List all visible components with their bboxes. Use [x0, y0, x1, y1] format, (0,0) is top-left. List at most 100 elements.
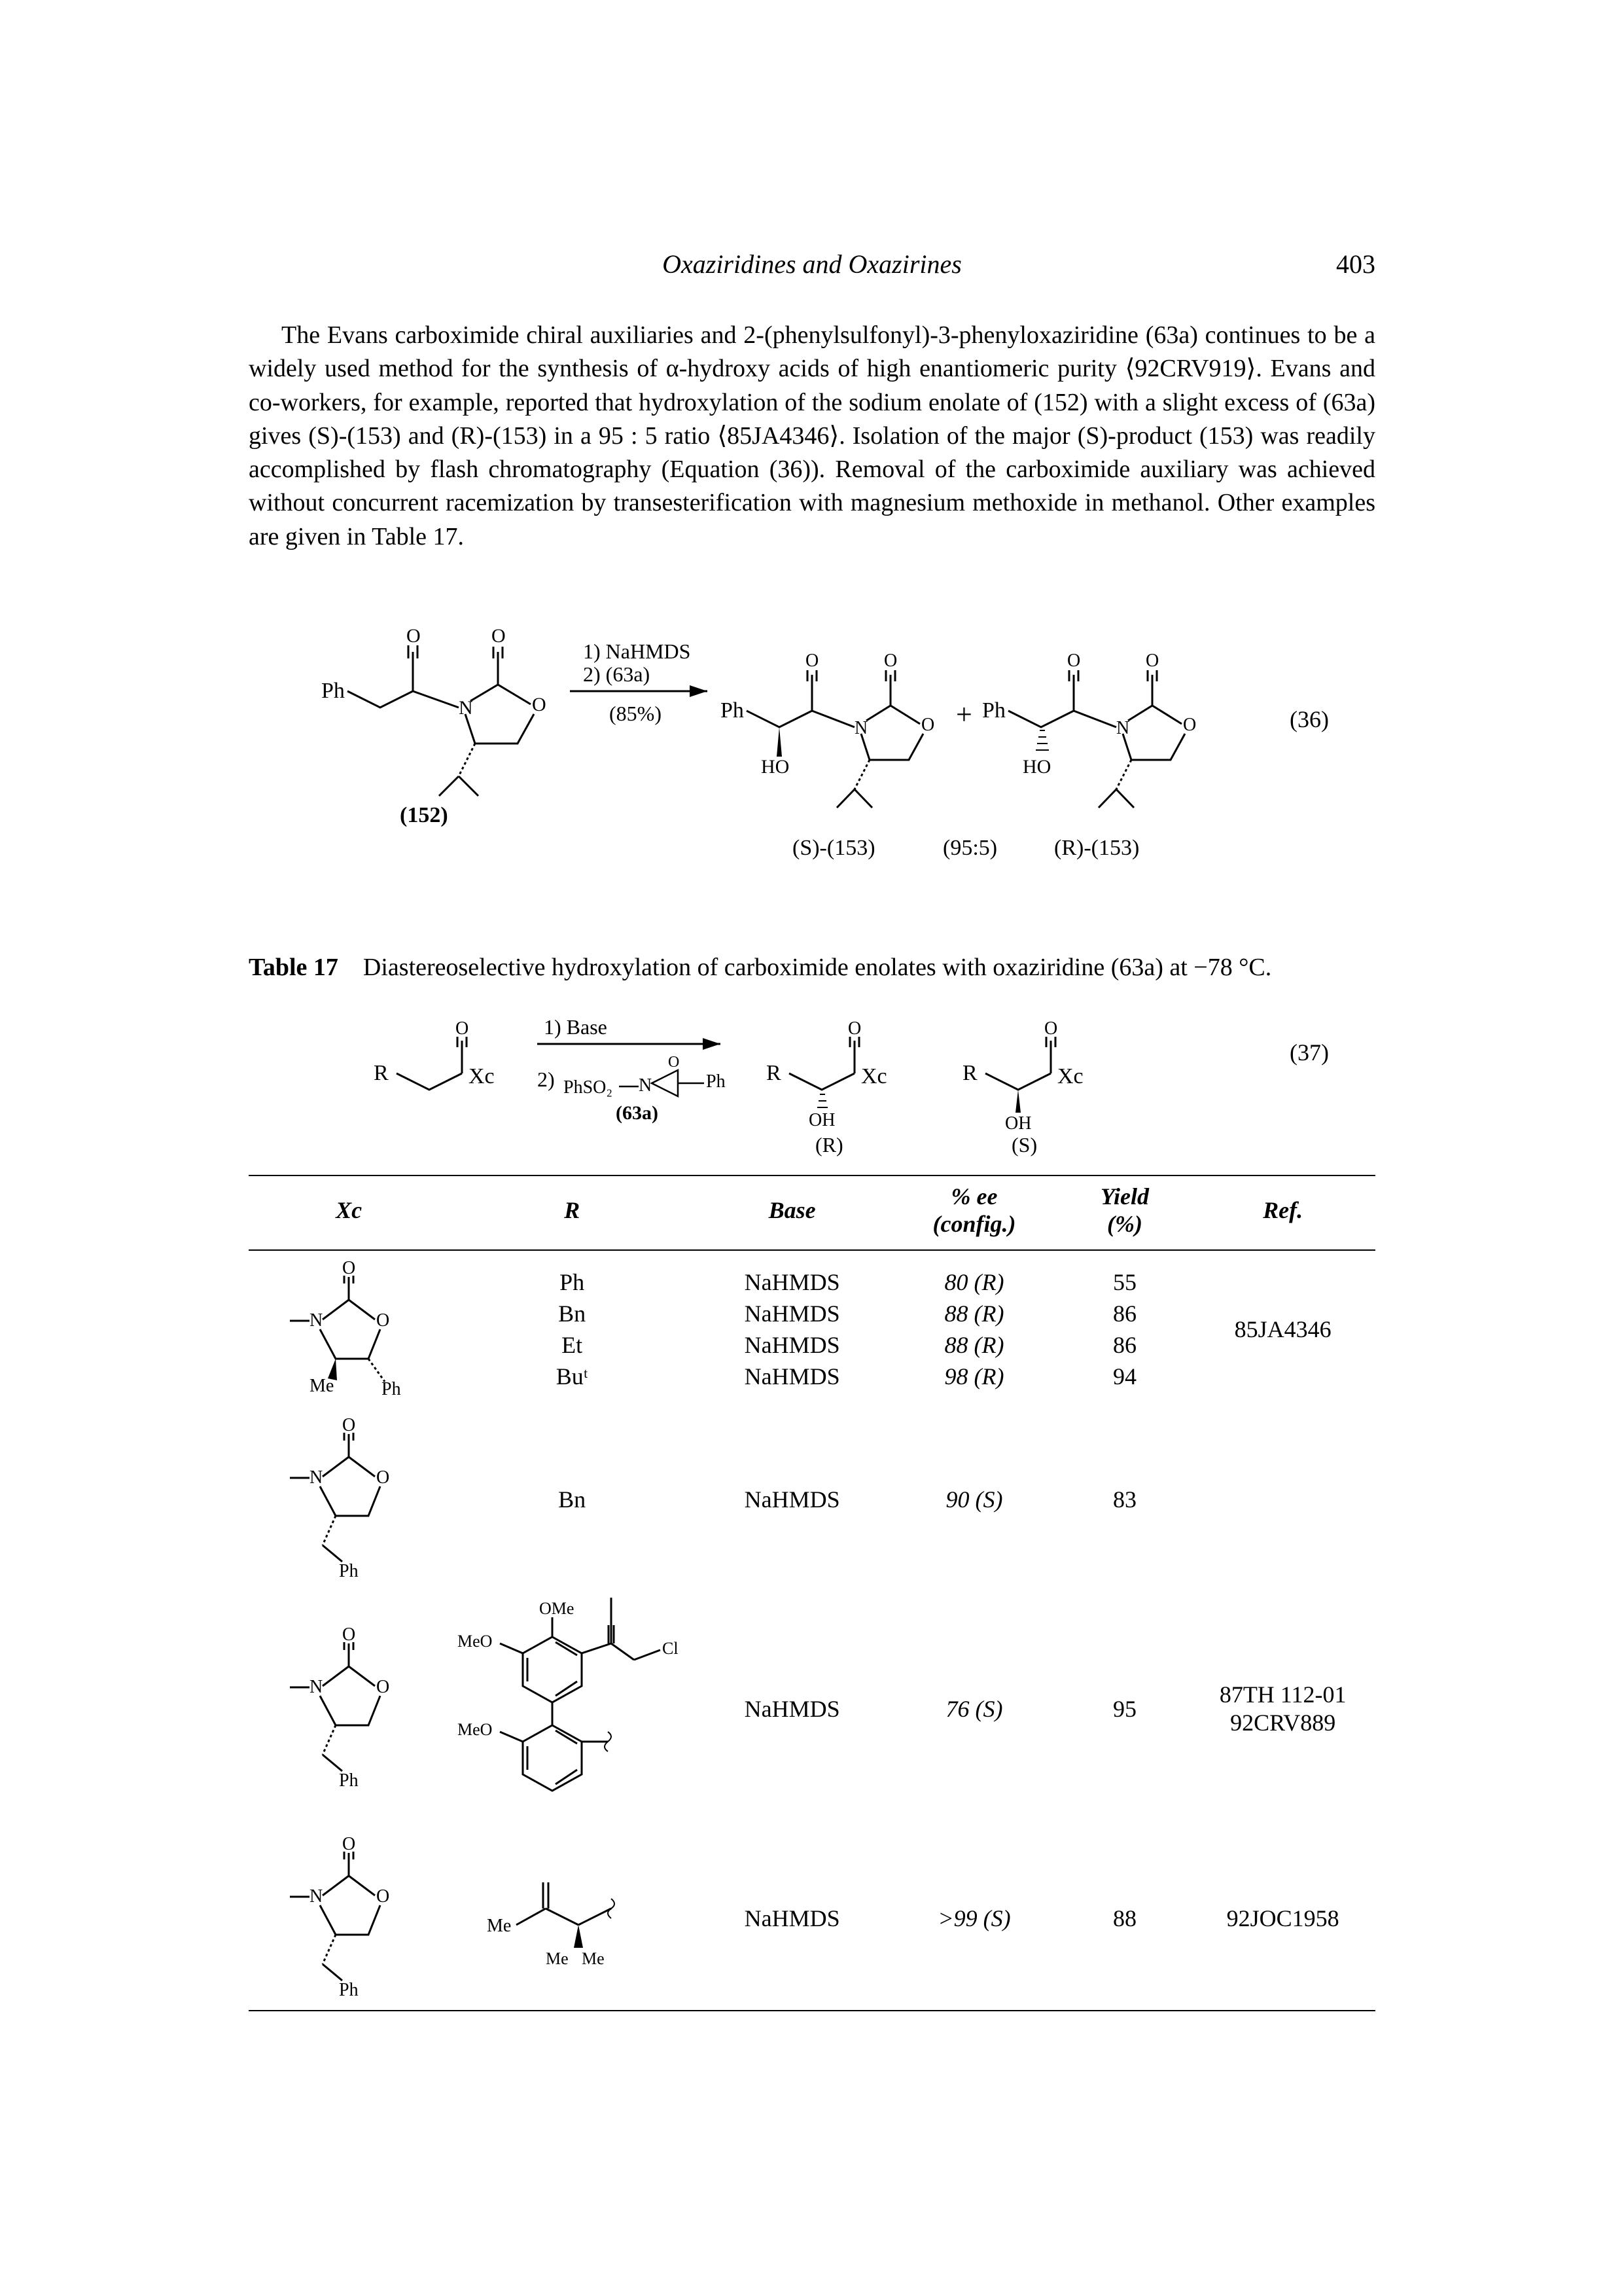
- svg-text:N: N: [309, 1886, 323, 1907]
- svg-text:Ph: Ph: [720, 698, 744, 723]
- ref-value: [1190, 1408, 1375, 1591]
- col-xc: Xc: [249, 1175, 449, 1250]
- r-value: Et: [561, 1331, 582, 1359]
- svg-text:O: O: [884, 651, 897, 671]
- ee-value: 98 (R): [944, 1363, 1004, 1390]
- running-head: Oxaziridines and Oxazirines 403: [249, 249, 1375, 279]
- ee-value: 88 (R): [944, 1331, 1004, 1359]
- ee-value: 88 (R): [944, 1300, 1004, 1327]
- col-ee: % ee (config.): [889, 1175, 1059, 1250]
- svg-text:Ph: Ph: [381, 1379, 401, 1399]
- svg-text:O: O: [921, 715, 934, 735]
- base-value: NaHMDS: [745, 1486, 840, 1513]
- table-row: O N O Ph: [249, 1408, 1375, 1591]
- table-row: O N O Ph: [249, 1827, 1375, 2011]
- svg-text:(95:5): (95:5): [943, 836, 997, 860]
- yield-value: 86: [1113, 1300, 1137, 1327]
- svg-text:Me: Me: [582, 1949, 605, 1968]
- svg-text:PhSO₂: PhSO₂: [563, 1077, 612, 1098]
- yield-value: 55: [1113, 1268, 1137, 1296]
- yield-value: 95: [1113, 1696, 1137, 1722]
- svg-text:O: O: [455, 1018, 468, 1039]
- base-value: NaHMDS: [745, 1331, 840, 1359]
- equation-37-svg: R O Xc 1) Base 2) PhSO₂ N O: [289, 995, 1335, 1158]
- svg-text:N: N: [309, 1310, 323, 1331]
- svg-text:N: N: [309, 1677, 323, 1697]
- col-r: R: [449, 1175, 695, 1250]
- svg-text:(37): (37): [1290, 1039, 1329, 1066]
- svg-text:(S): (S): [1012, 1133, 1037, 1157]
- svg-text:(S)-(153): (S)-(153): [792, 836, 875, 860]
- table-caption-text: Diastereoselective hydroxylation of carb…: [363, 954, 1271, 981]
- svg-text:R: R: [962, 1061, 978, 1085]
- svg-text:Xc: Xc: [1057, 1064, 1084, 1088]
- running-title: Oxaziridines and Oxazirines: [327, 249, 1297, 279]
- r-structure-4: Me Me Me: [480, 1859, 663, 1977]
- yield-value: 83: [1113, 1486, 1137, 1513]
- svg-text:1) Base: 1) Base: [544, 1015, 607, 1039]
- svg-text:MeO: MeO: [457, 1720, 492, 1739]
- table-row: O N O Ph: [249, 1591, 1375, 1827]
- svg-text:O: O: [805, 651, 819, 671]
- table-label: Table 17: [249, 954, 338, 981]
- svg-text:Xc: Xc: [468, 1064, 495, 1088]
- svg-text:O: O: [342, 1834, 355, 1854]
- svg-text:O: O: [342, 1258, 355, 1278]
- svg-text:O: O: [342, 1624, 355, 1645]
- svg-text:O: O: [376, 1467, 389, 1488]
- svg-text:+: +: [956, 698, 972, 730]
- svg-text:O: O: [1146, 651, 1159, 671]
- base-value: NaHMDS: [745, 1363, 840, 1390]
- col-yield: Yield (%): [1059, 1175, 1190, 1250]
- svg-text:Xc: Xc: [861, 1064, 887, 1088]
- yield-value: 86: [1113, 1331, 1137, 1359]
- base-value: NaHMDS: [745, 1905, 840, 1931]
- svg-text:O: O: [376, 1886, 389, 1907]
- svg-text:R: R: [766, 1061, 781, 1085]
- svg-text:O: O: [1067, 651, 1080, 671]
- svg-text:O: O: [1183, 715, 1196, 735]
- svg-text:O: O: [406, 625, 421, 647]
- svg-text:Ph: Ph: [706, 1071, 726, 1092]
- body-paragraph: The Evans carboximide chiral auxiliaries…: [249, 319, 1375, 554]
- table-17-caption: Table 17 Diastereoselective hydroxylatio…: [249, 953, 1375, 982]
- svg-text:N: N: [309, 1467, 323, 1488]
- svg-text:HO: HO: [761, 756, 789, 778]
- equation-36-scheme: Ph O N O O (152): [249, 580, 1375, 920]
- ee-value: 80 (R): [944, 1268, 1004, 1296]
- svg-text:(36): (36): [1290, 706, 1329, 732]
- ee-value: 90 (S): [945, 1486, 1002, 1513]
- r-value: Buᵗ: [556, 1363, 588, 1390]
- table-row: O N O Me: [249, 1250, 1375, 1408]
- svg-text:(85%): (85%): [609, 702, 662, 725]
- base-value: NaHMDS: [745, 1300, 840, 1327]
- xc-structure-2b: O N O Ph: [277, 1624, 421, 1794]
- svg-text:2) (63a): 2) (63a): [583, 662, 650, 686]
- svg-text:(152): (152): [400, 803, 448, 827]
- ref-value: 92JOC1958: [1190, 1827, 1375, 2011]
- col-base: Base: [695, 1175, 889, 1250]
- svg-text:O: O: [1044, 1018, 1057, 1039]
- svg-text:(R): (R): [815, 1133, 843, 1157]
- svg-text:Ph: Ph: [339, 1980, 359, 2000]
- svg-text:Me: Me: [546, 1949, 569, 1968]
- col-ref: Ref.: [1190, 1175, 1375, 1250]
- svg-text:Cl: Cl: [662, 1639, 679, 1658]
- svg-text:2): 2): [537, 1067, 555, 1091]
- svg-text:R: R: [374, 1061, 389, 1085]
- svg-text:O: O: [532, 694, 546, 715]
- svg-text:O: O: [376, 1310, 389, 1331]
- svg-text:MeO: MeO: [457, 1632, 492, 1651]
- base-value: NaHMDS: [745, 1696, 840, 1722]
- svg-text:(63a): (63a): [616, 1102, 658, 1124]
- svg-text:OH: OH: [809, 1110, 835, 1130]
- base-value: NaHMDS: [745, 1268, 840, 1296]
- svg-text:OH: OH: [1005, 1113, 1031, 1134]
- svg-text:1) NaHMDS: 1) NaHMDS: [583, 639, 690, 663]
- ee-value: 76 (S): [945, 1696, 1002, 1722]
- svg-text:O: O: [848, 1018, 861, 1039]
- svg-text:Ph: Ph: [321, 679, 345, 703]
- svg-text:O: O: [376, 1677, 389, 1697]
- xc-structure-1: O N O Me: [277, 1257, 421, 1401]
- table-17: Xc R Base % ee (config.) Yield (%) Ref.: [249, 1175, 1375, 2011]
